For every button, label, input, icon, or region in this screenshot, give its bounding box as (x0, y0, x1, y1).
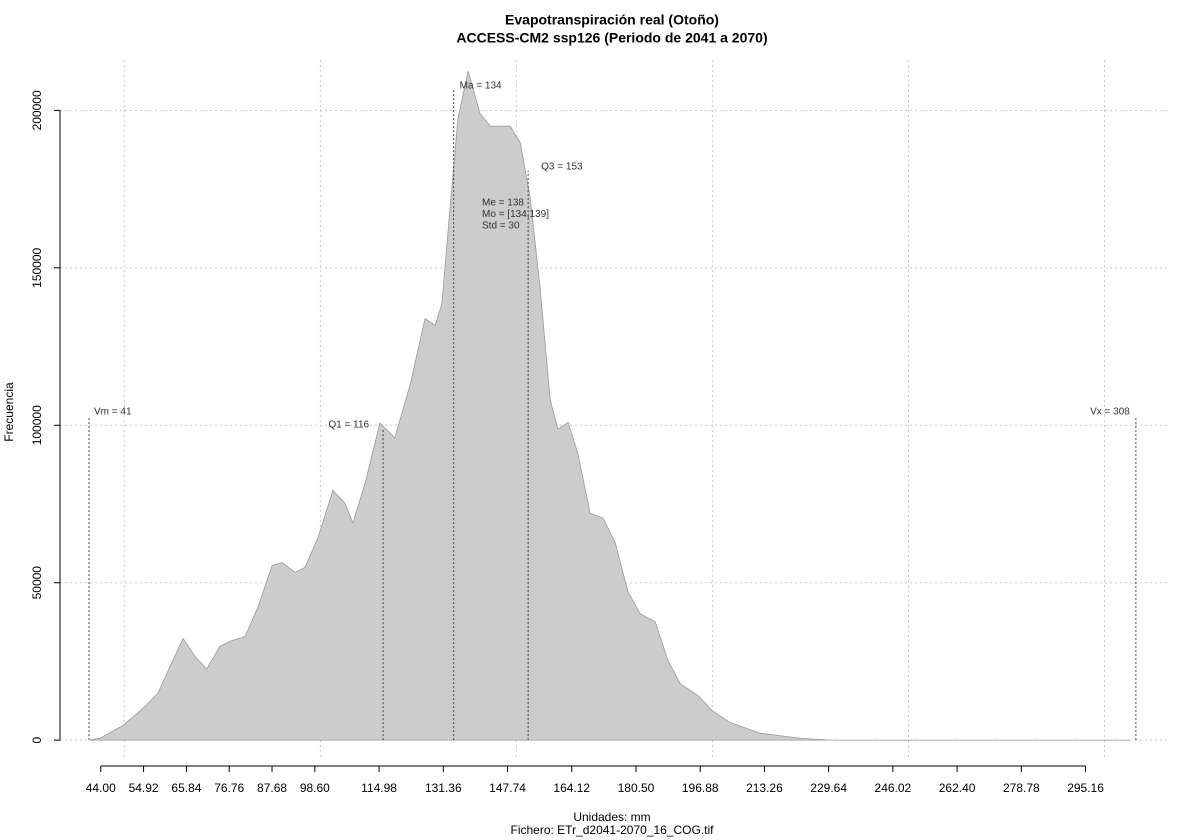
x-tick-label: 131.36 (425, 781, 462, 795)
y-tick-label: 100000 (30, 405, 44, 445)
caption: Fichero: ETr_d2041-2070_16_COG.tif (511, 823, 715, 837)
x-tick-label: 164.12 (553, 781, 590, 795)
x-tick-label: 295.16 (1067, 781, 1104, 795)
marker-label: Ma = 134 (460, 81, 502, 92)
x-tick-label: 147.74 (489, 781, 526, 795)
y-tick-label: 0 (30, 737, 44, 744)
x-tick-label: 213.26 (746, 781, 783, 795)
x-tick-label: 44.00 (86, 781, 116, 795)
y-tick-label: 200000 (30, 90, 44, 130)
y-tick-label: 150000 (30, 247, 44, 287)
x-tick-label: 98.60 (300, 781, 330, 795)
x-tick-label: 278.78 (1003, 781, 1040, 795)
x-tick-label: 54.92 (129, 781, 159, 795)
x-tick-label: 65.84 (171, 781, 201, 795)
chart-subtitle: ACCESS-CM2 ssp126 (Periodo de 2041 a 207… (456, 30, 767, 46)
chart-title: Evapotranspiración real (Otoño) (505, 12, 719, 28)
density-area (88, 70, 1131, 741)
x-axis-label: Unidades: mm (573, 810, 650, 824)
marker-label: Vm = 41 (94, 407, 132, 418)
marker-label: Vx = 308 (1090, 407, 1130, 418)
stats-label: Me = 138 (482, 198, 524, 209)
x-tick-label: 180.50 (618, 781, 655, 795)
y-tick-label: 50000 (30, 566, 44, 600)
marker-label: Q3 = 153 (541, 162, 583, 173)
y-axis-label: Frecuencia (2, 382, 16, 442)
stats-label: Mo = [134,139] (482, 209, 549, 220)
x-tick-label: 114.98 (361, 781, 397, 795)
x-tick-label: 76.76 (214, 781, 244, 795)
marker-label: Q1 = 116 (328, 420, 369, 431)
stats-label: Std = 30 (482, 221, 520, 232)
x-tick-label: 246.02 (875, 781, 912, 795)
x-tick-label: 229.64 (810, 781, 847, 795)
x-tick-label: 262.40 (939, 781, 976, 795)
x-tick-label: 196.88 (682, 781, 719, 795)
x-tick-label: 87.68 (257, 781, 287, 795)
